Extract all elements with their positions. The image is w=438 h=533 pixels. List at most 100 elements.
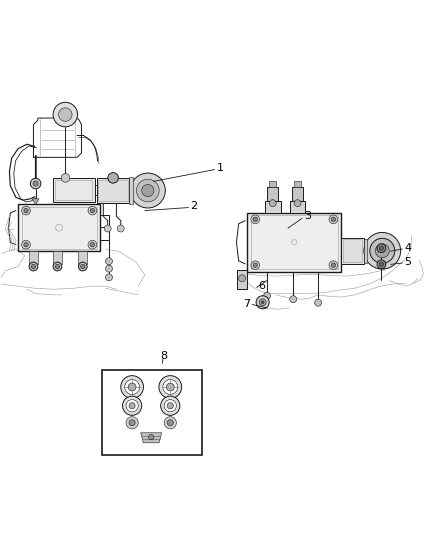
Circle shape bbox=[164, 400, 177, 412]
Circle shape bbox=[167, 402, 173, 409]
Circle shape bbox=[21, 206, 30, 215]
Circle shape bbox=[253, 217, 258, 222]
Circle shape bbox=[164, 417, 177, 429]
Circle shape bbox=[88, 206, 97, 215]
Bar bbox=[343, 239, 362, 262]
Circle shape bbox=[126, 417, 138, 429]
Circle shape bbox=[106, 274, 113, 281]
Bar bbox=[265, 200, 281, 213]
Bar bbox=[294, 181, 301, 188]
Circle shape bbox=[269, 200, 276, 207]
Text: 4: 4 bbox=[405, 243, 412, 253]
Bar bbox=[21, 207, 97, 248]
Bar bbox=[53, 251, 62, 264]
Circle shape bbox=[253, 263, 258, 268]
Bar bbox=[268, 188, 278, 200]
Circle shape bbox=[24, 208, 28, 213]
Circle shape bbox=[78, 262, 87, 271]
Circle shape bbox=[329, 215, 338, 224]
Circle shape bbox=[59, 108, 72, 122]
Circle shape bbox=[375, 244, 389, 258]
Circle shape bbox=[125, 379, 140, 394]
Circle shape bbox=[167, 419, 173, 426]
Circle shape bbox=[379, 262, 384, 266]
Circle shape bbox=[128, 383, 136, 391]
Circle shape bbox=[126, 400, 138, 412]
Circle shape bbox=[163, 379, 178, 394]
Bar bbox=[247, 213, 341, 272]
Polygon shape bbox=[32, 199, 39, 205]
Circle shape bbox=[108, 173, 118, 183]
Text: 2: 2 bbox=[191, 201, 198, 211]
Circle shape bbox=[90, 243, 95, 247]
Text: 6: 6 bbox=[258, 281, 265, 291]
Circle shape bbox=[370, 238, 395, 263]
Circle shape bbox=[129, 402, 135, 409]
Circle shape bbox=[24, 243, 28, 247]
Bar bbox=[97, 178, 130, 203]
Circle shape bbox=[251, 215, 260, 224]
Circle shape bbox=[123, 396, 142, 415]
Circle shape bbox=[90, 208, 95, 213]
Circle shape bbox=[106, 258, 113, 265]
Bar bbox=[364, 239, 367, 263]
Bar bbox=[379, 263, 384, 268]
Circle shape bbox=[256, 296, 269, 309]
Bar bbox=[102, 370, 202, 455]
Text: 7: 7 bbox=[243, 298, 250, 309]
Circle shape bbox=[121, 376, 144, 398]
Circle shape bbox=[377, 244, 386, 253]
Circle shape bbox=[30, 179, 41, 189]
Circle shape bbox=[117, 225, 124, 232]
Circle shape bbox=[314, 299, 321, 306]
Circle shape bbox=[137, 179, 159, 202]
Bar bbox=[29, 251, 38, 264]
Circle shape bbox=[379, 246, 384, 251]
Bar bbox=[53, 178, 95, 202]
Bar bbox=[269, 181, 276, 188]
Text: 5: 5 bbox=[405, 257, 412, 267]
Circle shape bbox=[53, 262, 62, 271]
Circle shape bbox=[239, 275, 246, 282]
Bar bbox=[130, 177, 133, 204]
Circle shape bbox=[31, 264, 35, 269]
Bar bbox=[78, 251, 87, 264]
Text: 1: 1 bbox=[217, 163, 224, 173]
Circle shape bbox=[55, 264, 60, 269]
Circle shape bbox=[61, 174, 70, 182]
Circle shape bbox=[142, 184, 154, 197]
Circle shape bbox=[88, 240, 97, 249]
Circle shape bbox=[259, 299, 266, 306]
Circle shape bbox=[81, 264, 85, 269]
Polygon shape bbox=[141, 433, 162, 443]
Circle shape bbox=[290, 296, 297, 303]
Bar bbox=[99, 180, 128, 201]
Circle shape bbox=[148, 434, 154, 440]
Circle shape bbox=[33, 181, 38, 186]
Bar bbox=[292, 188, 303, 200]
Circle shape bbox=[106, 265, 113, 272]
Circle shape bbox=[131, 173, 165, 208]
Circle shape bbox=[294, 200, 301, 207]
Circle shape bbox=[377, 260, 386, 269]
Circle shape bbox=[261, 301, 264, 304]
Circle shape bbox=[104, 225, 111, 232]
Bar bbox=[290, 200, 305, 213]
Circle shape bbox=[264, 292, 271, 299]
Circle shape bbox=[161, 396, 180, 415]
Text: 8: 8 bbox=[160, 351, 167, 361]
Circle shape bbox=[329, 261, 338, 270]
Circle shape bbox=[21, 240, 30, 249]
Text: 3: 3 bbox=[304, 211, 311, 221]
Bar bbox=[55, 180, 92, 200]
Circle shape bbox=[159, 376, 182, 398]
Circle shape bbox=[331, 217, 336, 222]
Circle shape bbox=[166, 383, 174, 391]
Circle shape bbox=[331, 263, 336, 268]
Circle shape bbox=[251, 261, 260, 270]
Circle shape bbox=[53, 102, 78, 127]
Circle shape bbox=[129, 419, 135, 426]
Bar bbox=[237, 270, 247, 289]
Bar bbox=[18, 204, 100, 251]
Circle shape bbox=[29, 262, 38, 271]
